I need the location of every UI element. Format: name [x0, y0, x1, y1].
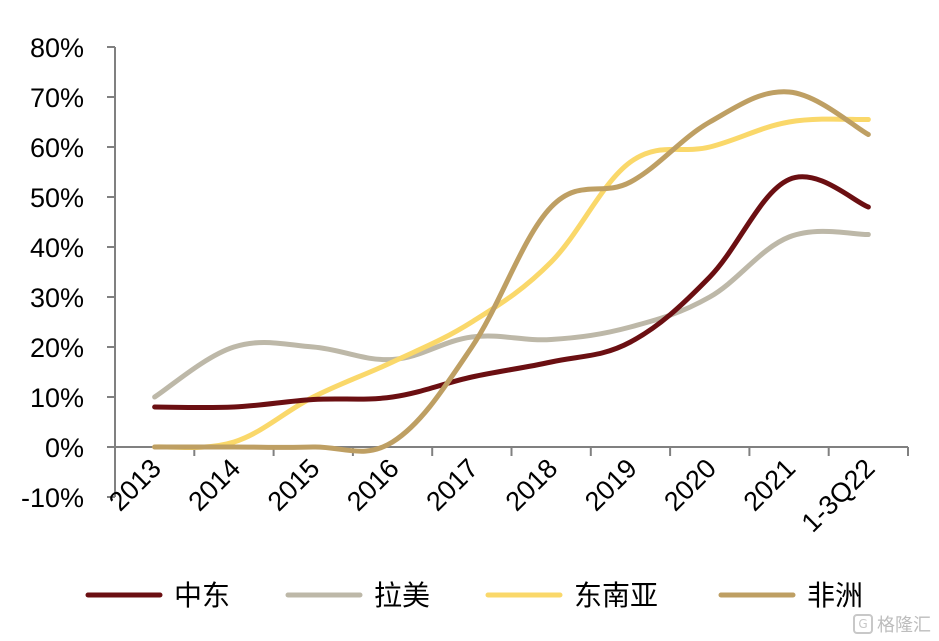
- x-tick-label: 2015: [262, 453, 326, 517]
- y-tick-label: 70%: [30, 83, 84, 113]
- legend-label: 中东: [174, 579, 230, 612]
- x-tick-label: 1-3Q22: [796, 453, 881, 538]
- x-tick-label: 2020: [658, 453, 722, 517]
- y-tick-label: 40%: [30, 233, 84, 263]
- series-line-3: [152, 89, 871, 454]
- y-tick-label: 0%: [45, 433, 84, 463]
- x-axis-ticks: 2013 2014 2015 2016 2017 2018 2019 2020 20211-3Q…: [103, 447, 909, 538]
- x-tick-label: 2016: [341, 453, 405, 517]
- watermark-text: 格隆汇: [877, 615, 931, 636]
- legend-label: 拉美: [374, 579, 430, 612]
- x-tick-label: 2013: [103, 453, 167, 517]
- y-tick-label: 30%: [30, 283, 84, 313]
- series-line-0: [152, 174, 871, 411]
- x-tick-label: 2014: [182, 453, 246, 517]
- x-tick-label: 2018: [500, 453, 564, 517]
- legend-label: 非洲: [807, 579, 863, 612]
- y-tick-label: 10%: [30, 383, 84, 413]
- y-tick-label: 50%: [30, 183, 84, 213]
- y-axis-ticks: -10% 0% 10% 20% 30% 40% 50% 60% 70% 80%: [21, 33, 115, 513]
- series-lines: [152, 89, 871, 454]
- legend: 中东 拉美 东南亚 非洲: [85, 579, 863, 612]
- logo-g-icon: G: [853, 614, 873, 634]
- y-tick-label: -10%: [21, 483, 84, 513]
- y-tick-label: 60%: [30, 133, 84, 163]
- x-tick-label: 2019: [579, 453, 643, 517]
- legend-label: 东南亚: [574, 579, 658, 612]
- x-tick-label: 2017: [420, 453, 484, 517]
- y-tick-label: 20%: [30, 333, 84, 363]
- series-line-1: [152, 228, 871, 400]
- y-tick-label: 80%: [30, 33, 84, 63]
- watermark: G 格隆汇: [853, 611, 931, 637]
- series-line-2: [152, 116, 871, 451]
- x-tick-label: 2021: [738, 453, 802, 517]
